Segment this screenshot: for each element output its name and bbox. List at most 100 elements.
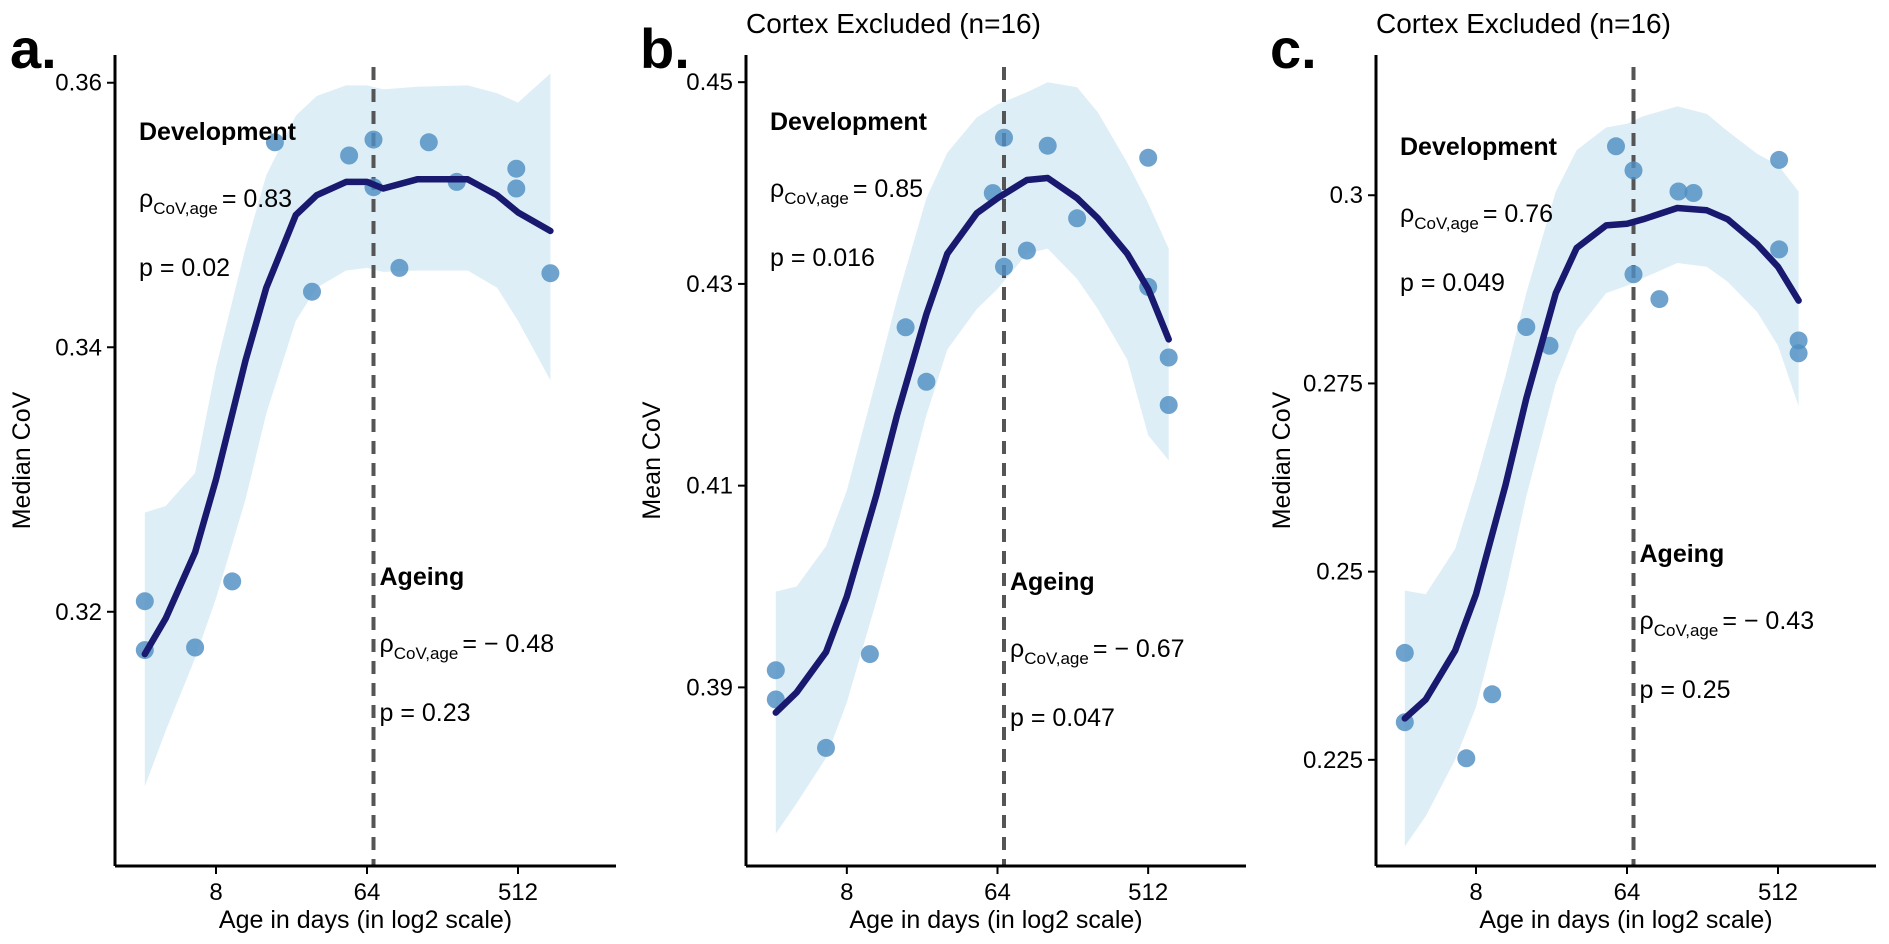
ageing-p-value: p = 0.047 <box>1010 704 1115 732</box>
ageing-label: Ageing <box>1640 540 1725 568</box>
data-point <box>817 738 835 757</box>
x-tick-label: 64 <box>354 879 381 906</box>
development-p-value: p = 0.02 <box>139 254 230 282</box>
rho-subscript: CoV,age <box>784 189 849 208</box>
y-tick-label: 0.39 <box>686 674 733 701</box>
confidence-band <box>775 82 1169 834</box>
y-tick-label: 0.34 <box>55 334 102 361</box>
x-axis-label: Age in days (in log2 scale) <box>219 906 512 934</box>
data-points <box>135 130 560 660</box>
x-tick-label: 8 <box>1469 879 1482 906</box>
data-point <box>1483 685 1502 704</box>
development-rho: ρCoV,age = 0.83 <box>139 185 292 218</box>
confidence-band <box>144 73 551 787</box>
data-point <box>340 146 359 165</box>
data-point <box>1770 240 1789 259</box>
data-point <box>1517 318 1536 336</box>
fit-line <box>772 174 1172 716</box>
fit-line <box>1401 204 1802 722</box>
development-label: Development <box>1400 133 1558 161</box>
development-p-value: p = 0.049 <box>1400 269 1505 297</box>
data-point <box>1017 241 1036 260</box>
rho-subscript: CoV,age <box>1654 621 1719 640</box>
data-point <box>223 572 242 591</box>
data-point <box>1038 136 1057 155</box>
rho-symbol: ρ <box>1640 607 1654 635</box>
x-tick-label: 512 <box>1758 879 1798 906</box>
rho-symbol: ρ <box>139 185 153 213</box>
x-tick-label: 512 <box>498 879 538 906</box>
ageing-rho: ρCoV,age = − 0.48 <box>380 630 555 663</box>
rho-symbol: ρ <box>770 175 784 203</box>
data-point <box>1159 396 1178 414</box>
data-point <box>135 592 154 611</box>
data-point <box>364 130 383 149</box>
data-point <box>1159 348 1178 367</box>
rho-value: = − 0.48 <box>462 630 554 658</box>
rho-symbol: ρ <box>1400 200 1414 228</box>
x-axis-label: Age in days (in log2 scale) <box>1479 906 1772 934</box>
data-point <box>1789 344 1808 363</box>
x-tick-label: 8 <box>840 879 853 906</box>
development-p-value: p = 0.016 <box>770 244 875 272</box>
x-axis-label: Age in days (in log2 scale) <box>849 906 1142 934</box>
ageing-rho: ρCoV,age = − 0.67 <box>1010 635 1185 668</box>
data-point <box>1624 161 1643 180</box>
development-rho: ρCoV,age = 0.76 <box>1400 200 1553 233</box>
data-point <box>995 128 1013 147</box>
y-tick-label: 0.43 <box>686 271 733 298</box>
data-point <box>390 258 409 277</box>
fit-line <box>141 176 554 658</box>
development-label: Development <box>770 108 928 136</box>
x-tick-label: 64 <box>1614 879 1641 906</box>
confidence-band <box>1404 106 1799 847</box>
data-point <box>1395 643 1414 662</box>
y-axis-label: Median CoV <box>8 391 36 529</box>
data-point <box>1139 148 1158 167</box>
y-tick-label: 0.225 <box>1303 747 1363 774</box>
y-tick-label: 0.3 <box>1330 182 1363 209</box>
rho-value: = − 0.67 <box>1093 635 1185 663</box>
rho-subscript: CoV,age <box>1414 214 1479 233</box>
rho-symbol: ρ <box>1010 635 1024 663</box>
data-point <box>896 318 915 337</box>
data-point <box>1607 137 1625 156</box>
data-point <box>1684 184 1703 202</box>
data-points <box>766 128 1178 757</box>
y-tick-label: 0.32 <box>55 599 102 626</box>
ageing-p-value: p = 0.25 <box>1640 676 1731 704</box>
data-point <box>1789 331 1808 350</box>
rho-value: = 0.83 <box>222 185 292 213</box>
rho-subscript: CoV,age <box>153 199 218 218</box>
data-point <box>766 661 785 680</box>
development-label: Development <box>139 118 297 146</box>
data-point <box>1068 209 1087 228</box>
ageing-label: Ageing <box>1010 568 1095 596</box>
data-point <box>1770 150 1789 169</box>
rho-value: = 0.85 <box>853 175 923 203</box>
rho-value: = − 0.43 <box>1722 607 1814 635</box>
data-point <box>1650 290 1669 309</box>
x-tick-label: 64 <box>984 879 1011 906</box>
data-point <box>1457 749 1476 768</box>
data-point <box>917 372 936 391</box>
panel-letter: c. <box>1270 17 1317 80</box>
ageing-label: Ageing <box>380 563 465 591</box>
data-point <box>860 645 879 664</box>
data-point <box>303 282 321 301</box>
chart-title: Cortex Excluded (n=16) <box>746 8 1041 39</box>
x-tick-label: 512 <box>1128 879 1168 906</box>
y-axis-label: Median CoV <box>1268 391 1296 529</box>
data-point <box>265 133 284 152</box>
y-tick-label: 0.36 <box>55 70 102 97</box>
panel-letter: b. <box>640 17 690 80</box>
y-tick-label: 0.41 <box>686 473 733 500</box>
y-tick-label: 0.275 <box>1303 370 1363 397</box>
data-point <box>1669 182 1688 201</box>
data-point <box>541 264 560 283</box>
y-tick-label: 0.25 <box>1316 559 1363 586</box>
rho-subscript: CoV,age <box>394 644 459 663</box>
